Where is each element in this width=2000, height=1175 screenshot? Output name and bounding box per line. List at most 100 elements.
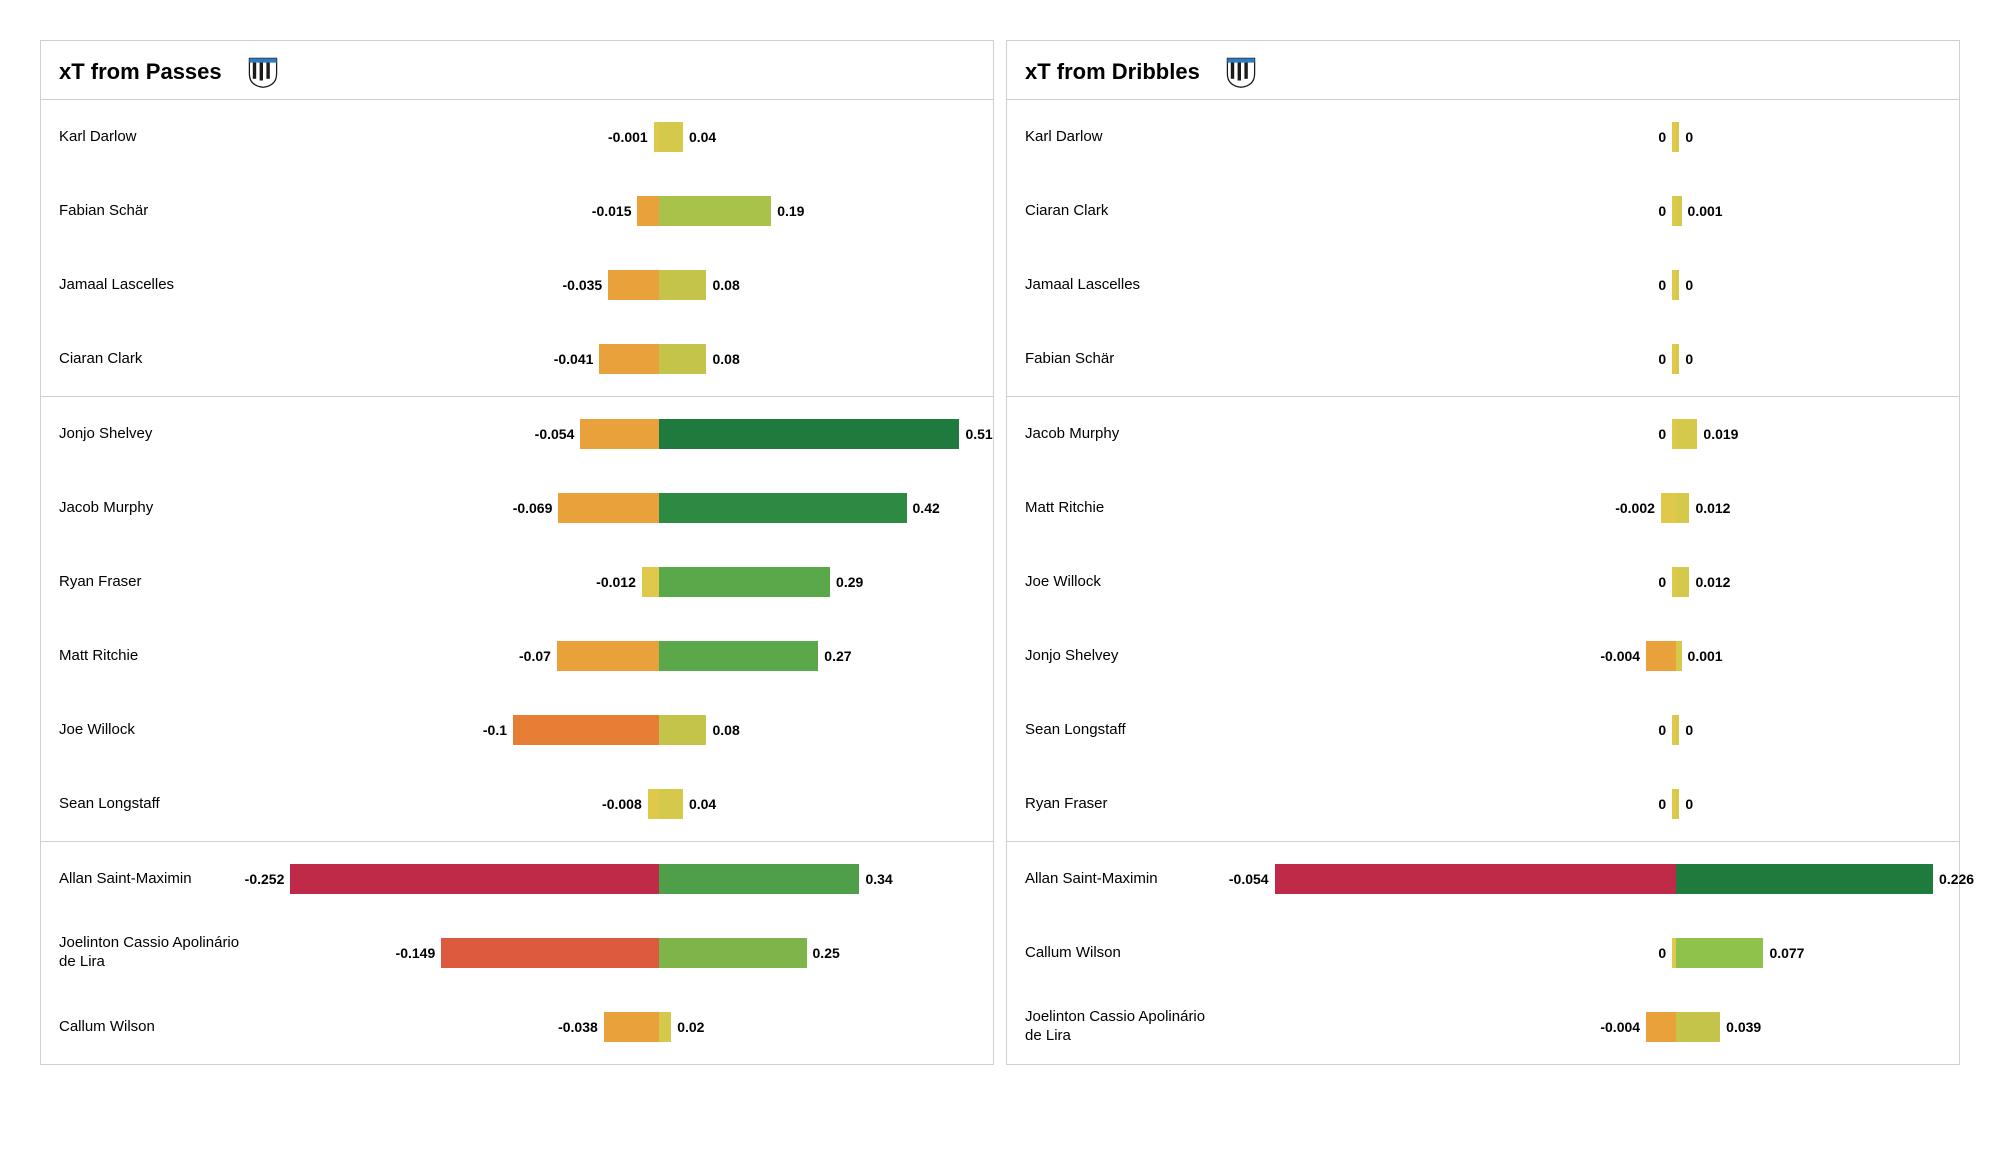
value-positive: 0.077 — [1763, 938, 1804, 968]
player-row: Ciaran Clark -0.041 0.08 — [41, 322, 993, 396]
player-row: Allan Saint-Maximin-0.0540.226 — [1007, 842, 1959, 916]
value-negative: 0 — [1658, 196, 1672, 226]
player-name: Joe Willock — [1025, 573, 1230, 592]
value-positive: 0 — [1679, 270, 1693, 300]
value-negative: -0.041 — [554, 344, 600, 374]
bar-positive — [1676, 938, 1764, 968]
bar-negative — [642, 567, 660, 597]
bar-wrap: 00.001 — [1230, 196, 1949, 226]
bar-positive — [1676, 864, 1933, 894]
bar-negative — [608, 270, 659, 300]
player-row: Fabian Schär00 — [1007, 322, 1959, 396]
bar-wrap: -0.0040.001 — [1230, 641, 1949, 671]
value-negative: -0.149 — [396, 938, 442, 968]
value-positive: 0.02 — [671, 1012, 704, 1042]
value-negative: -0.004 — [1600, 641, 1646, 671]
team-badge-icon — [246, 55, 280, 89]
player-row: Karl Darlow-0.0010.04 — [41, 100, 993, 174]
player-row: Jonjo Shelvey-0.0040.001 — [1007, 619, 1959, 693]
player-name: Joelinton Cassio Apolinário de Lira — [1025, 1008, 1230, 1046]
player-group: Karl Darlow-0.0010.04Fabian Schär-0.0150… — [41, 99, 993, 396]
bar-positive — [659, 938, 806, 968]
player-row: Callum Wilson00.077 — [1007, 916, 1959, 990]
value-negative: 0 — [1658, 789, 1672, 819]
value-positive: 0.012 — [1689, 567, 1730, 597]
bar-wrap: -0.0540.226 — [1230, 864, 1949, 894]
value-negative: -0.069 — [513, 493, 559, 523]
player-row: Joe Willock 0 0.012 — [1007, 545, 1959, 619]
bar-wrap: -0.069 0.42 — [264, 493, 983, 523]
value-negative: -0.008 — [602, 789, 648, 819]
bar-wrap: 0 0.077 — [1230, 938, 1949, 968]
player-row: Jamaal Lascelles-0.0350.08 — [41, 248, 993, 322]
player-group: Jonjo Shelvey-0.0540.51Jacob Murphy-0.06… — [41, 396, 993, 841]
value-positive: 0.27 — [818, 641, 851, 671]
bar-wrap: 0 0.012 — [1230, 567, 1949, 597]
bar-wrap: -0.0020.012 — [1230, 493, 1949, 523]
value-negative: -0.1 — [483, 715, 513, 745]
bar-positive — [659, 641, 818, 671]
bar-positive — [1676, 1012, 1720, 1042]
player-name: Fabian Schär — [1025, 350, 1230, 369]
value-negative: 0 — [1658, 567, 1672, 597]
value-positive: 0 — [1679, 789, 1693, 819]
bar-negative — [513, 715, 659, 745]
player-group: Jacob Murphy00.019Matt Ritchie-0.0020.01… — [1007, 396, 1959, 841]
player-group: Karl Darlow00Ciaran Clark00.001Jamaal La… — [1007, 99, 1959, 396]
player-name: Allan Saint-Maximin — [59, 870, 264, 889]
bar-wrap: -0.2520.34 — [264, 864, 983, 894]
value-positive: 0.04 — [683, 789, 716, 819]
bar-wrap: -0.0040.039 — [1230, 1012, 1949, 1042]
bar-wrap: 00 — [1230, 270, 1949, 300]
bar-wrap: 00 — [1230, 344, 1949, 374]
value-negative: 0 — [1658, 419, 1672, 449]
bar-wrap: -0.07 0.27 — [264, 641, 983, 671]
player-name: Ryan Fraser — [59, 573, 264, 592]
player-row: Matt Ritchie -0.07 0.27 — [41, 619, 993, 693]
player-row: Callum Wilson-0.0380.02 — [41, 990, 993, 1064]
player-name: Allan Saint-Maximin — [1025, 870, 1230, 889]
player-row: Sean Longstaff00 — [1007, 693, 1959, 767]
player-name: Jonjo Shelvey — [59, 425, 264, 444]
team-badge-icon — [1224, 55, 1258, 89]
value-negative: -0.07 — [519, 641, 557, 671]
bar-negative — [1646, 641, 1676, 671]
value-positive: 0.08 — [707, 344, 740, 374]
value-positive: 0.42 — [907, 493, 940, 523]
bar-negative — [580, 419, 659, 449]
bar-negative — [290, 864, 659, 894]
player-name: Ciaran Clark — [1025, 202, 1230, 221]
chart-panel: xT from Dribbles Karl Darlow00Ciaran Cla… — [1006, 40, 1960, 1065]
value-positive: 0.226 — [1933, 864, 1974, 894]
player-row: Ryan Fraser00 — [1007, 767, 1959, 841]
value-positive: 0.29 — [830, 567, 863, 597]
value-positive: 0.012 — [1689, 493, 1730, 523]
value-positive: 0.25 — [807, 938, 840, 968]
bar-wrap: -0.008 0.04 — [264, 789, 983, 819]
value-negative: 0 — [1658, 938, 1672, 968]
bar-negative — [1646, 1012, 1676, 1042]
player-row: Jacob Murphy00.019 — [1007, 397, 1959, 471]
value-negative: 0 — [1658, 270, 1672, 300]
value-positive: 0.08 — [707, 270, 740, 300]
bar-positive — [659, 419, 959, 449]
bar-wrap: -0.0120.29 — [264, 567, 983, 597]
bar-wrap: -0.0010.04 — [264, 122, 983, 152]
bar-positive — [1676, 493, 1690, 523]
bar-positive — [659, 715, 706, 745]
bar-wrap: 00 — [1230, 715, 1949, 745]
chart-panel: xT from Passes Karl Darlow-0.0010.04Fabi… — [40, 40, 994, 1065]
player-name: Sean Longstaff — [59, 795, 264, 814]
player-name: Ciaran Clark — [59, 350, 264, 369]
player-name: Joe Willock — [59, 721, 264, 740]
value-negative: -0.001 — [608, 122, 654, 152]
bar-positive — [1676, 567, 1690, 597]
player-row: Jacob Murphy -0.069 0.42 — [41, 471, 993, 545]
player-name: Jacob Murphy — [59, 499, 264, 518]
value-positive: 0 — [1679, 122, 1693, 152]
bar-wrap: -0.149 0.25 — [264, 938, 983, 968]
player-row: Ryan Fraser-0.0120.29 — [41, 545, 993, 619]
player-name: Matt Ritchie — [59, 647, 264, 666]
bar-negative — [599, 344, 659, 374]
bar-negative — [441, 938, 659, 968]
